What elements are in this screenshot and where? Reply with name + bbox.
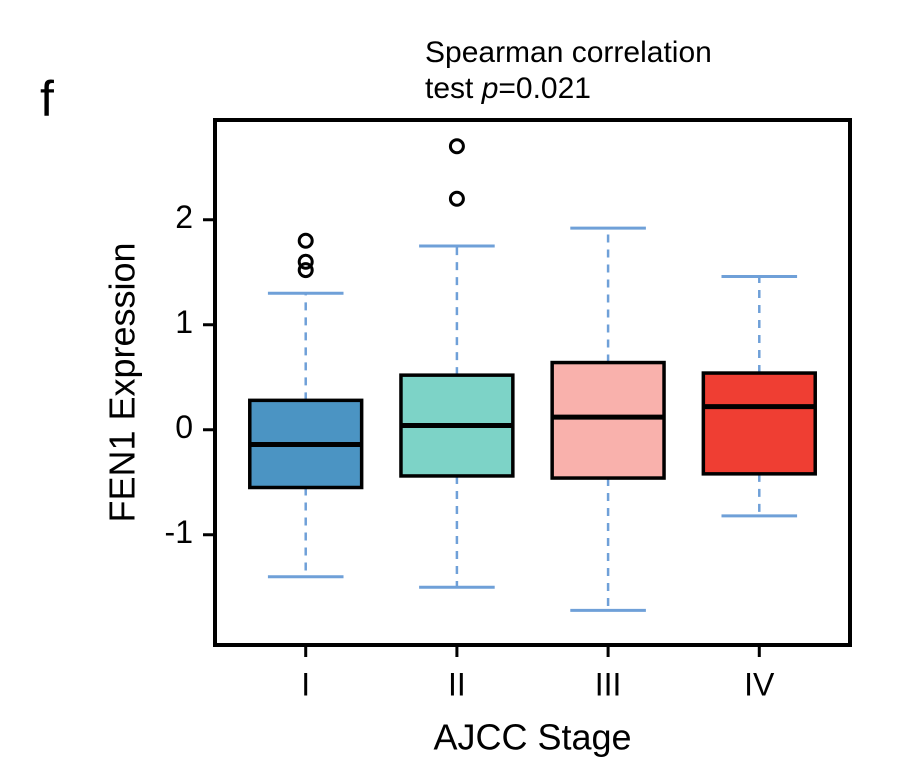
y-tick-label: 0 (175, 409, 193, 445)
y-tick-label: 1 (175, 304, 193, 340)
x-axis-label: AJCC Stage (433, 717, 631, 758)
y-tick-label: 2 (175, 199, 193, 235)
x-tick-label: I (301, 666, 310, 702)
x-tick-label: IV (744, 666, 775, 702)
boxplot-chart: -1012IIIIIIIVFEN1 ExpressionAJCC Stage (0, 0, 906, 784)
box (552, 363, 664, 479)
box (703, 373, 815, 474)
y-axis-label: FEN1 Expression (102, 242, 143, 522)
y-tick-label: -1 (165, 514, 193, 550)
x-tick-label: III (595, 666, 622, 702)
x-tick-label: II (448, 666, 466, 702)
